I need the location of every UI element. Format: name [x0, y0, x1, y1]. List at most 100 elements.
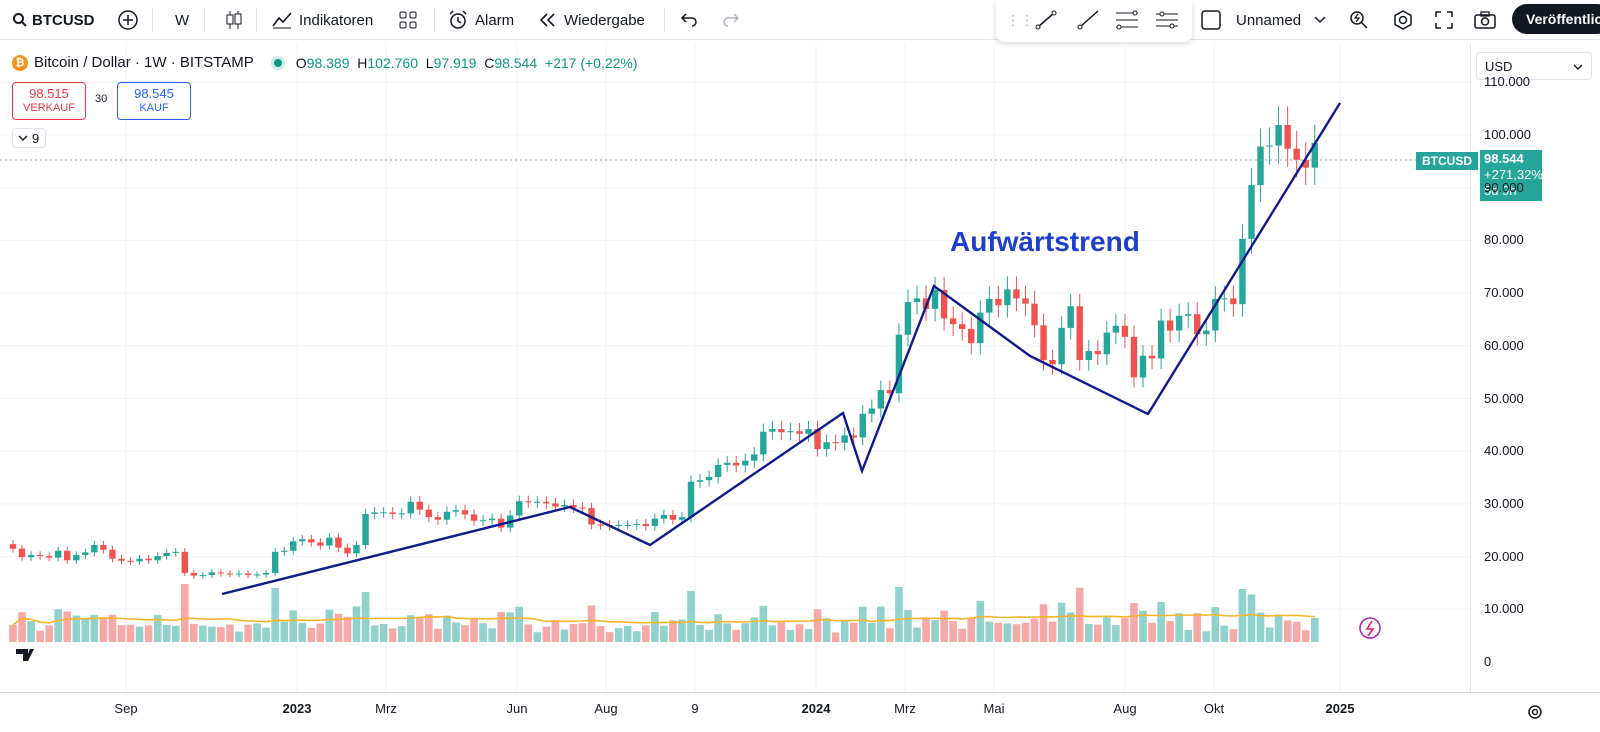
interval-button[interactable]: W — [175, 0, 189, 40]
drag-handle-icon[interactable]: ⋮⋮ — [1006, 11, 1034, 28]
candle — [118, 555, 125, 565]
pitchfork-tool[interactable] — [1154, 0, 1180, 40]
symbol-label: BTCUSD — [32, 11, 95, 29]
settings-gear-icon[interactable] — [1526, 703, 1544, 721]
candle — [335, 533, 342, 552]
volume-bar — [425, 614, 433, 642]
candle — [1230, 285, 1237, 317]
volume-bar — [479, 623, 487, 642]
time-scale-label: Aug — [594, 701, 618, 716]
candle — [1194, 302, 1201, 346]
publish-button[interactable]: Veröffentlichen — [1512, 4, 1600, 34]
candle — [217, 569, 225, 577]
volume-bar — [171, 625, 180, 642]
price-scale-label: 100.000 — [1484, 127, 1531, 142]
chart-type-button[interactable] — [224, 0, 244, 40]
volume-bar — [940, 610, 948, 642]
alarm-clock-icon — [449, 10, 467, 29]
symbol-title[interactable]: Bitcoin / Dollar · 1W · BITSTAMP — [34, 54, 254, 71]
fullscreen-button[interactable] — [1434, 0, 1454, 40]
candle — [751, 447, 758, 468]
sell-button[interactable]: 98.515 VERKAUF — [12, 82, 86, 120]
trend-zigzag-line[interactable] — [221, 102, 1342, 596]
time-scale[interactable]: Sep 2023 Mrz Jun Aug 9 2024 Mrz Mai Aug Okt 2025 — [0, 692, 1600, 732]
candle — [109, 545, 116, 563]
candle — [1058, 316, 1065, 375]
volume-bar — [162, 624, 171, 642]
indicator-count: 9 — [32, 130, 40, 146]
candle-body — [461, 510, 469, 515]
candle — [796, 423, 803, 442]
redo-button[interactable] — [722, 0, 740, 40]
candle — [353, 540, 360, 558]
candle-body — [154, 556, 161, 561]
lightning-alert-icon[interactable] — [1359, 617, 1381, 639]
currency-select[interactable]: USD — [1476, 52, 1592, 80]
ray-tool[interactable] — [1076, 0, 1100, 40]
time-scale-label: 2025 — [1325, 701, 1355, 716]
candle — [64, 546, 71, 564]
candle — [913, 285, 921, 315]
candle-body — [534, 501, 541, 503]
candle — [479, 515, 487, 526]
candle-body — [398, 513, 405, 515]
volume-bar — [506, 612, 514, 642]
snapshot-button[interactable] — [1473, 0, 1497, 40]
fib-tool[interactable] — [1114, 0, 1140, 40]
price-scale-label: 60.000 — [1484, 337, 1524, 353]
quick-search-button[interactable] — [1348, 0, 1370, 40]
candle-body — [787, 431, 794, 433]
indicators-button[interactable]: Indikatoren — [271, 0, 373, 40]
candle-body — [1139, 355, 1147, 378]
candle — [136, 555, 143, 565]
candle-body — [543, 501, 550, 504]
buy-button[interactable]: 98.545 KAUF — [117, 82, 191, 120]
candle — [371, 507, 378, 520]
candle — [1185, 302, 1192, 328]
layout-selector[interactable]: Unnamed — [1200, 0, 1327, 40]
candle — [244, 570, 252, 579]
candle-body — [995, 298, 1002, 306]
replay-button[interactable]: Wiedergabe — [538, 0, 645, 40]
price-chart[interactable] — [0, 44, 1470, 692]
candle-body — [1085, 351, 1092, 361]
volume-bar — [1121, 618, 1129, 642]
indicators-icon — [272, 12, 292, 29]
volume-bar — [117, 625, 126, 642]
symbol-search[interactable]: BTCUSD — [12, 0, 95, 40]
volume-bar — [443, 615, 451, 642]
trend-annotation-text[interactable]: Aufwärtstrend — [950, 226, 1140, 257]
candle — [145, 555, 152, 564]
candle — [968, 317, 975, 355]
price-scale-label: 80.000 — [1484, 232, 1524, 248]
volume-bar — [1066, 612, 1075, 642]
candle-body — [1094, 351, 1101, 355]
candle — [660, 509, 668, 524]
volume-bar — [1274, 614, 1283, 642]
candle-body — [940, 289, 948, 319]
indicator-collapse-toggle[interactable]: 9 — [12, 128, 46, 148]
volume-bar — [1084, 623, 1093, 642]
candle — [326, 533, 333, 550]
candle — [823, 434, 830, 457]
trend-line-tool[interactable] — [1034, 0, 1058, 40]
undo-button[interactable] — [680, 0, 698, 40]
add-symbol-button[interactable] — [117, 0, 139, 40]
candle-body — [1049, 360, 1056, 365]
templates-button[interactable] — [398, 0, 418, 40]
settings-button[interactable] — [1392, 0, 1414, 40]
time-scale-label: 9 — [691, 701, 699, 716]
candle — [977, 300, 984, 355]
volume-bar — [1229, 629, 1238, 642]
fib-retracement-icon — [1116, 10, 1138, 30]
volume-bar — [1301, 630, 1310, 642]
alarm-button[interactable]: Alarm — [447, 0, 514, 40]
candle — [1157, 308, 1165, 370]
candle — [1013, 276, 1020, 312]
bitcoin-icon: ₿ — [12, 54, 28, 71]
candle — [1302, 142, 1309, 185]
candle-body — [796, 431, 803, 434]
volume-bar — [750, 617, 759, 642]
price-scale[interactable] — [1470, 44, 1600, 692]
volume-bar — [334, 613, 343, 642]
